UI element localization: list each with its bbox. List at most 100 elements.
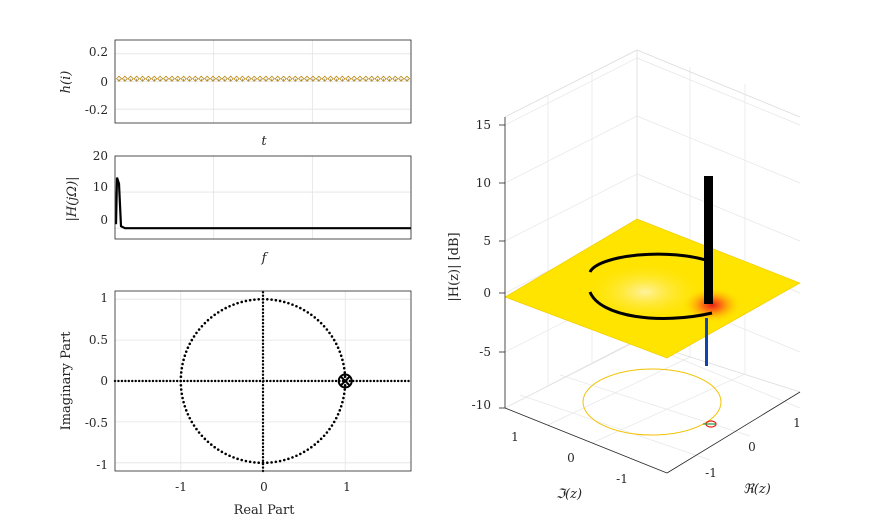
impulse-point bbox=[374, 75, 381, 82]
impulse-point bbox=[239, 75, 246, 82]
impulse-point bbox=[151, 75, 158, 82]
pz-xtick-1: 0 bbox=[260, 480, 268, 494]
impulse-point bbox=[304, 75, 311, 82]
surf-ytick-1: 0 bbox=[567, 451, 575, 465]
surf-zlabel: |H(z)| [dB] bbox=[447, 232, 462, 301]
surf-ztick-5: -10 bbox=[472, 398, 491, 412]
impulse-ytick-0: 0.2 bbox=[89, 45, 108, 59]
surf-ztick-4: -5 bbox=[479, 345, 491, 359]
impulse-point bbox=[321, 75, 328, 82]
impulse-point bbox=[286, 75, 293, 82]
surface-axes bbox=[504, 117, 801, 474]
pz-ylabel: Imaginary Part bbox=[59, 331, 74, 431]
pz-xlabel: Real Part bbox=[234, 503, 296, 518]
impulse-point bbox=[298, 75, 305, 82]
pole-zero-marks bbox=[337, 373, 353, 389]
impulse-point bbox=[157, 75, 164, 82]
magnitude-line bbox=[114, 177, 411, 230]
impulse-xlabel: t bbox=[261, 134, 267, 149]
surf-xtick-2: -1 bbox=[705, 466, 717, 480]
surf-ytick-0: 1 bbox=[511, 430, 519, 444]
impulse-point bbox=[145, 75, 152, 82]
pz-ytick-0: 1 bbox=[100, 291, 108, 305]
surface-unit-circle-back bbox=[588, 252, 713, 273]
surf-xtick-1: 0 bbox=[748, 440, 756, 454]
impulse-point bbox=[192, 75, 199, 82]
impulse-point bbox=[174, 75, 181, 82]
impulse-point bbox=[139, 75, 146, 82]
impulse-point bbox=[315, 75, 322, 82]
surf-xtick-0: 1 bbox=[793, 416, 801, 430]
impulse-point bbox=[392, 75, 399, 82]
impulse-point bbox=[221, 75, 228, 82]
impulse-point bbox=[180, 75, 187, 82]
impulse-point bbox=[115, 75, 123, 82]
impulse-point bbox=[162, 75, 170, 82]
floor-contour bbox=[582, 368, 722, 436]
magnitude-ytick-1: 10 bbox=[93, 180, 108, 194]
magnitude-ylabel: |H(jΩ)| bbox=[65, 176, 80, 221]
surface-unit-circle-front bbox=[588, 291, 713, 320]
surf-ztick-2: 5 bbox=[483, 234, 491, 248]
impulse-point bbox=[251, 75, 258, 82]
zero-marker bbox=[337, 373, 353, 389]
impulse-point bbox=[121, 75, 128, 82]
surface-highlight bbox=[585, 262, 705, 322]
pz-xtick-0: -1 bbox=[175, 480, 187, 494]
impulse-point bbox=[280, 75, 287, 82]
pz-ytick-4: -1 bbox=[96, 458, 108, 472]
impulse-point bbox=[362, 75, 369, 82]
impulse-point bbox=[245, 75, 252, 82]
pz-ytick-1: 0.5 bbox=[89, 333, 108, 347]
surf-ztick-3: 0 bbox=[483, 286, 491, 300]
surface-hotspot bbox=[682, 287, 742, 323]
pole-spike-down bbox=[705, 318, 708, 366]
surf-ztick-0: 15 bbox=[476, 118, 491, 132]
impulse-point bbox=[386, 75, 393, 82]
impulse-point bbox=[356, 75, 364, 82]
impulse-point bbox=[292, 75, 299, 82]
pz-ytick-3: -0.5 bbox=[85, 416, 108, 430]
impulse-ylabel: h(i) bbox=[59, 71, 74, 94]
impulse-ytick-2: -0.2 bbox=[85, 103, 108, 117]
impulse-point bbox=[351, 75, 358, 82]
impulse-point bbox=[268, 75, 275, 82]
surf-ztick-1: 10 bbox=[476, 176, 491, 190]
magnitude-grid bbox=[114, 155, 412, 239]
impulse-point bbox=[380, 75, 387, 82]
pz-ytick-2: 0 bbox=[100, 374, 108, 388]
surf-xlabel: ℜ(z) bbox=[743, 482, 771, 497]
surf-ytick-2: -1 bbox=[616, 472, 628, 486]
surf-ylabel: ℑ(z) bbox=[556, 487, 582, 502]
impulse-point bbox=[333, 75, 340, 82]
impulse-point bbox=[209, 75, 217, 82]
impulse-point bbox=[274, 75, 281, 82]
unit-circle-and-axes bbox=[113, 291, 410, 473]
impulse-point bbox=[262, 75, 270, 82]
impulse-point bbox=[133, 75, 140, 82]
magnitude-ytick-2: 0 bbox=[100, 213, 108, 227]
impulse-point bbox=[339, 75, 346, 82]
pole-marker bbox=[339, 375, 351, 387]
impulse-ytick-1: 0 bbox=[100, 75, 108, 89]
impulse-point bbox=[256, 75, 264, 82]
impulse-series bbox=[115, 75, 411, 82]
impulse-point bbox=[403, 75, 411, 82]
impulse-point bbox=[168, 75, 175, 82]
magnitude-panel: 20 10 0 |H(jΩ)| f bbox=[65, 149, 412, 266]
impulse-point bbox=[309, 75, 317, 82]
impulse-point bbox=[127, 75, 134, 82]
impulse-point bbox=[186, 75, 193, 82]
impulse-point bbox=[327, 75, 334, 82]
surface-panel: 15 10 5 0 -5 -10 |H(z)| [dB] 1 0 -1 ℑ(z)… bbox=[447, 49, 801, 502]
impulse-point bbox=[215, 75, 222, 82]
impulse-point bbox=[345, 75, 352, 82]
impulse-point bbox=[227, 75, 234, 82]
magnitude-xlabel: f bbox=[261, 251, 269, 266]
surface-zticks bbox=[499, 124, 505, 409]
polezero-panel: 1 0.5 0 -0.5 -1 -1 0 1 Real Part Imagina… bbox=[59, 290, 412, 518]
magnitude-ytick-0: 20 bbox=[93, 149, 108, 163]
pz-xtick-2: 1 bbox=[343, 480, 351, 494]
impulse-point bbox=[368, 75, 375, 82]
